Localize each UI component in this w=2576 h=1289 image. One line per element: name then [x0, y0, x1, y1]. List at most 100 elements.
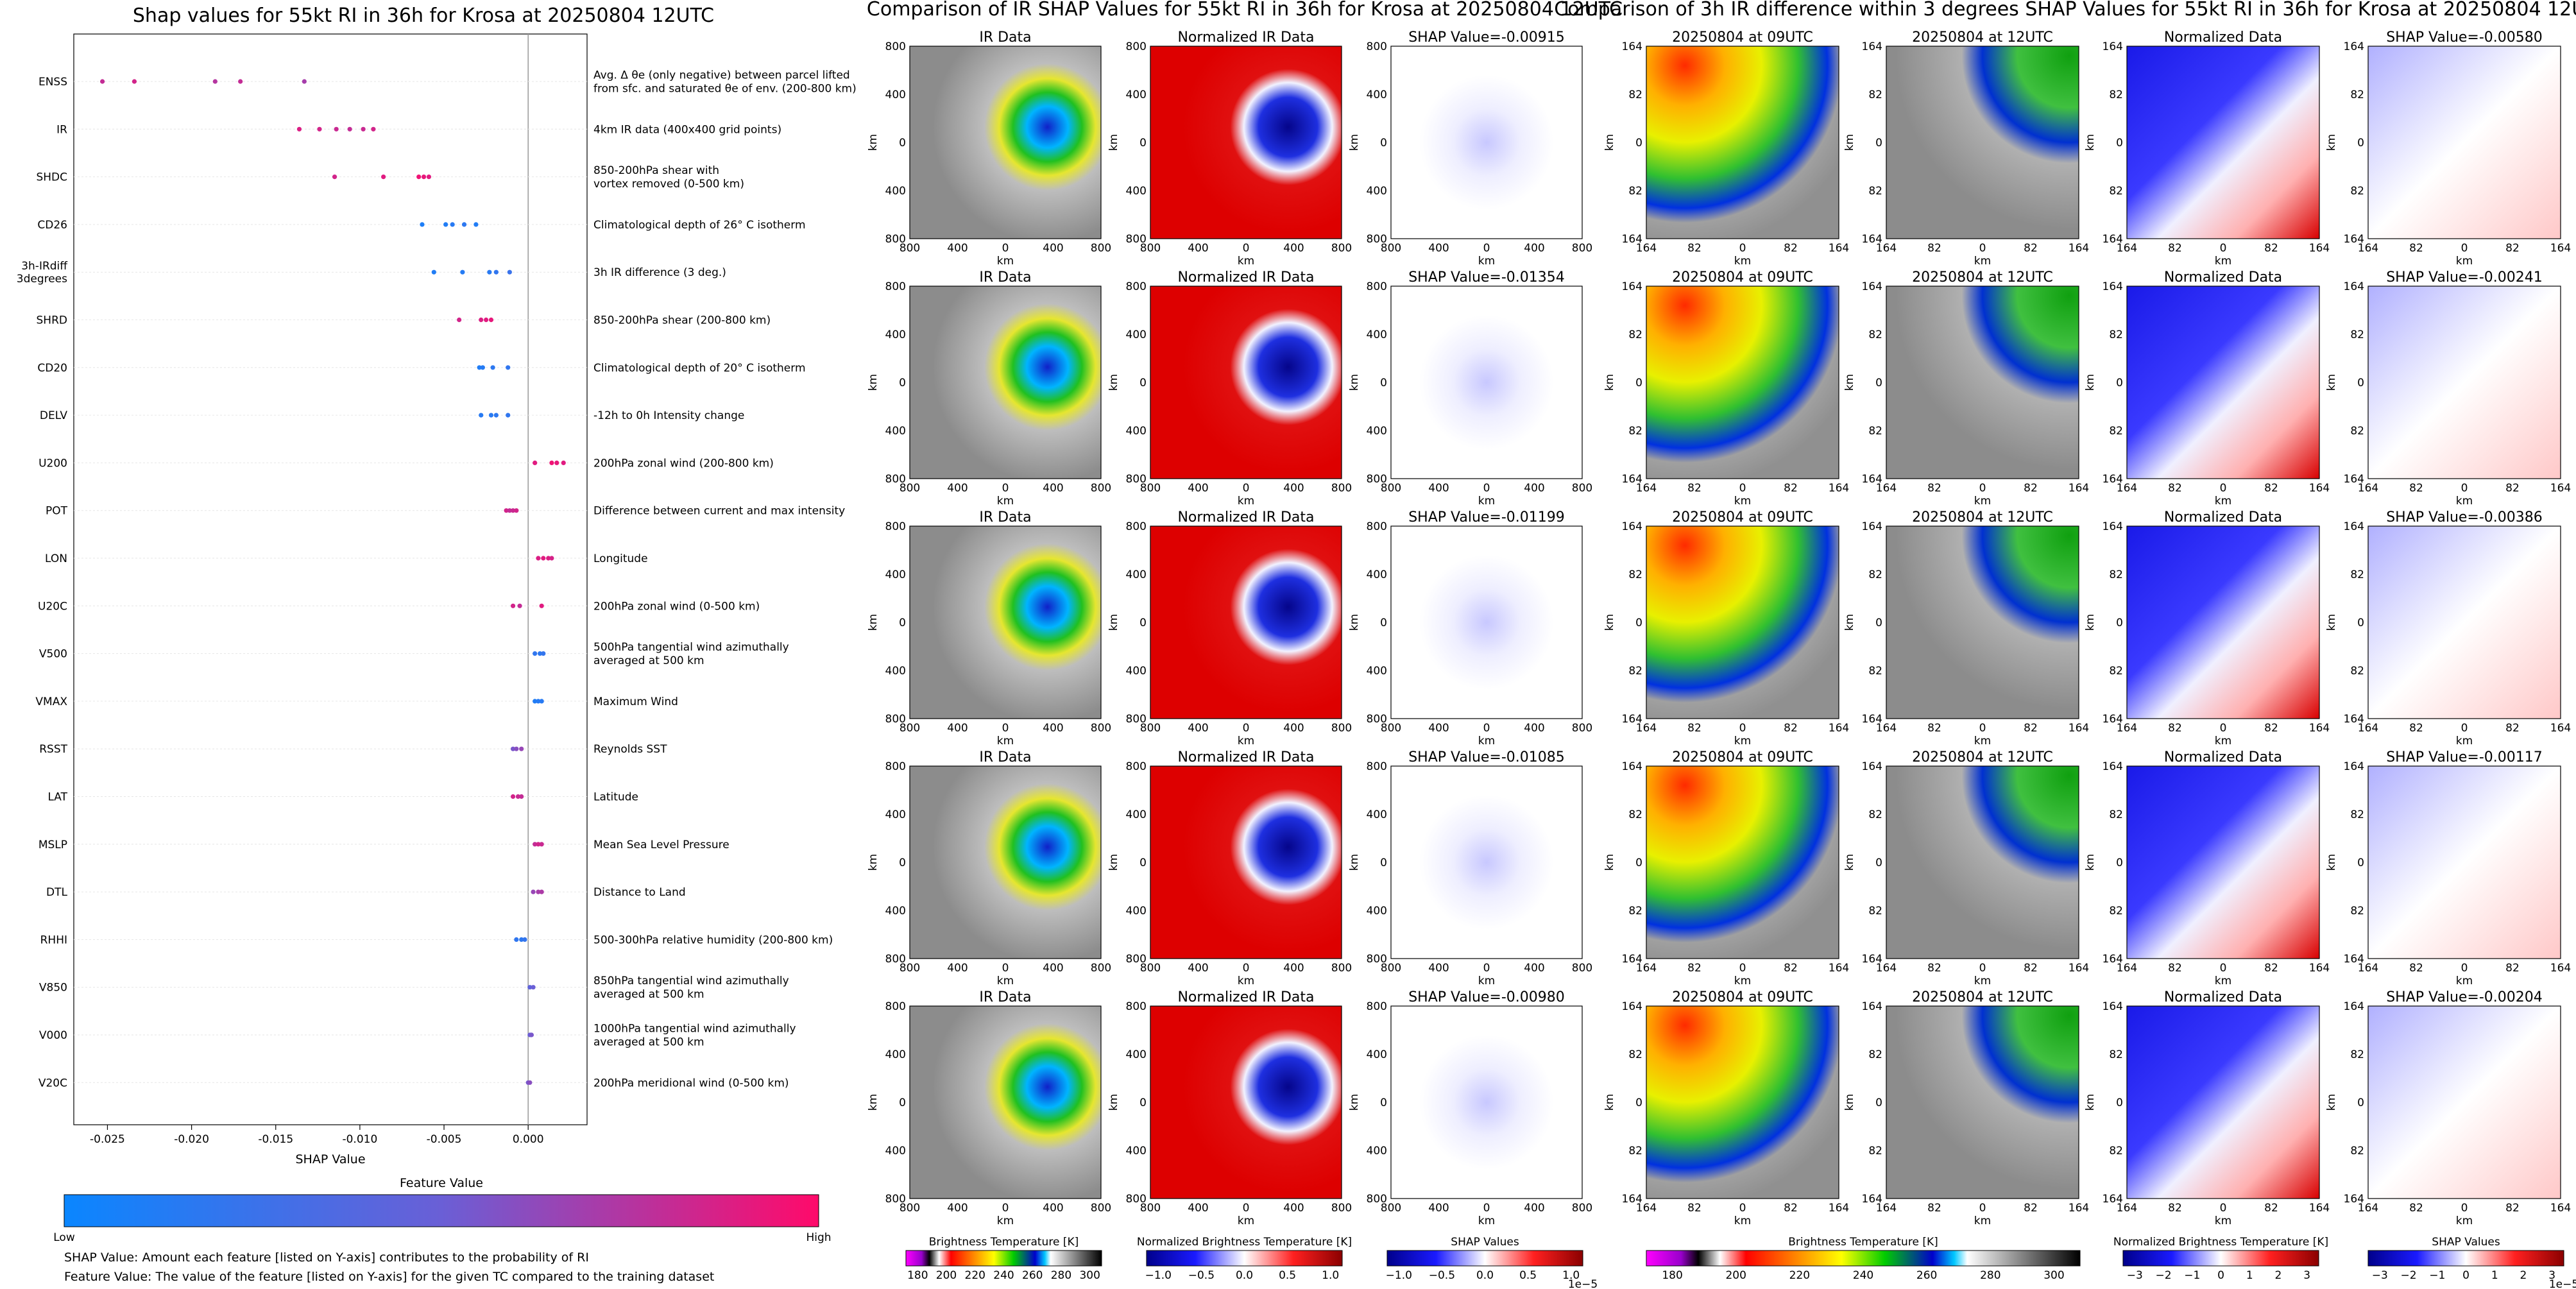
panel-y-tick: 800 [1367, 1000, 1387, 1013]
panel-x-tick: 400 [1283, 722, 1304, 735]
panel-title: 20250804 at 12UTC [1912, 989, 2053, 1005]
panel-image [2368, 766, 2561, 959]
panel-y-tick: 164 [2344, 953, 2364, 966]
panel-x-tick: 164 [2117, 482, 2137, 495]
panel-y-tick: 164 [1622, 713, 1642, 726]
panel-y-tick: 164 [1862, 280, 1882, 293]
colorbar-tick: 3 [2548, 1269, 2555, 1282]
panel-title: 20250804 at 09UTC [1672, 749, 1813, 765]
panel-x-tick: 400 [1428, 242, 1449, 255]
colorbar-high-label: High [806, 1231, 831, 1244]
panel-frame [1886, 46, 2079, 239]
panel-y-tick: 0 [1380, 137, 1387, 149]
panel-y-label: km [2325, 854, 2338, 871]
shap-point [510, 603, 516, 608]
panel-y-label: km [1603, 134, 1616, 151]
panel-x-tick: 164 [1876, 482, 1897, 495]
panel-x-tick: 164 [2117, 242, 2137, 255]
colorbar-tick: −1 [2429, 1269, 2445, 1282]
panel-y-tick: 82 [2350, 808, 2364, 821]
shap-point [507, 508, 512, 513]
panel-x-tick: 800 [1331, 242, 1352, 255]
shap-point [533, 842, 538, 847]
panel-y-tick: 400 [885, 329, 906, 341]
panel-x-tick: 164 [2309, 242, 2330, 255]
panel-x-tick: 164 [1636, 482, 1657, 495]
panel-x-tick: 400 [1283, 242, 1304, 255]
panel-title: SHAP Value=-0.00117 [2386, 749, 2543, 765]
panel-x-tick: 0 [1739, 482, 1746, 495]
panel-title: Normalized IR Data [1177, 989, 1314, 1005]
shap-point [539, 842, 544, 847]
panel-frame [2126, 1005, 2320, 1199]
panel-title: 20250804 at 12UTC [1912, 30, 2053, 46]
panel-x-tick: 800 [1140, 482, 1161, 495]
panel-x-tick: 164 [2358, 962, 2378, 975]
panel-x-label: km [2456, 495, 2473, 508]
panel-y-tick: 800 [1367, 760, 1387, 773]
shap-point [533, 460, 538, 466]
panel-x-tick: 0 [2220, 482, 2227, 495]
shap-point [488, 317, 494, 323]
panel-x-tick: 82 [2409, 962, 2423, 975]
panel-y-tick: 800 [1126, 1000, 1147, 1013]
panel-y-tick: 0 [2357, 1097, 2364, 1109]
panel-x-label: km [1734, 495, 1751, 508]
panel-y-label: km [867, 614, 880, 631]
panel-x-tick: 82 [1687, 1202, 1702, 1215]
panel-x-tick: 82 [1784, 722, 1798, 735]
panel-y-tick: 82 [1628, 1145, 1642, 1157]
panel-title: SHAP Value=-0.00241 [2386, 269, 2543, 286]
shap-point [361, 126, 366, 132]
diff-panel: Normalized Data1641648282008282164164kmk… [2084, 269, 2330, 508]
panel-x-tick: 800 [1572, 242, 1592, 255]
panel-y-tick: 82 [2350, 329, 2364, 341]
panel-x-tick: 0 [2461, 722, 2468, 735]
colorbar-tick: 0.0 [1236, 1269, 1253, 1282]
panel-image [2127, 46, 2319, 239]
panel-x-tick: 82 [2168, 722, 2182, 735]
panel-y-tick: 82 [2350, 905, 2364, 918]
panel-frame [909, 765, 1102, 959]
panel-y-tick: 82 [1628, 329, 1642, 341]
panel-frame [2126, 765, 2320, 959]
x-tick-label: -0.020 [174, 1133, 209, 1146]
colorbar-tick: 200 [936, 1269, 957, 1282]
shap-point [539, 699, 544, 704]
panel-y-tick: 164 [2344, 40, 2364, 53]
panel-y-tick: 0 [2116, 137, 2123, 149]
colorbar-offset: 1e−5 [2549, 1278, 2576, 1289]
shap-point [531, 985, 536, 990]
shap-point [443, 222, 448, 227]
panel-x-label: km [1238, 1215, 1254, 1227]
panel-x-tick: 0 [1979, 482, 1986, 495]
panel-x-tick: 800 [1381, 722, 1401, 735]
panel-frame [2126, 286, 2320, 479]
colorbar-tick: 240 [1853, 1269, 1873, 1282]
panel-y-tick: 800 [1367, 473, 1387, 486]
panel-x-label: km [1974, 975, 1991, 987]
shap-point [527, 1080, 533, 1085]
ir-grid-title: Comparison of IR SHAP Values for 55kt RI… [867, 0, 1623, 21]
panel-x-tick: 0 [1739, 962, 1746, 975]
panel-y-tick: 82 [1868, 568, 1882, 581]
panel-x-tick: 82 [2505, 482, 2520, 495]
panel-x-tick: 164 [1829, 482, 1849, 495]
panel-x-label: km [1974, 735, 1991, 747]
panel-frame [1886, 525, 2079, 719]
panel-frame [909, 46, 1102, 239]
panel-image [910, 1006, 1101, 1199]
panel-y-tick: 82 [1628, 89, 1642, 101]
panel-x-tick: 800 [1091, 482, 1111, 495]
panel-x-label: km [997, 495, 1014, 508]
panel-x-tick: 0 [1002, 722, 1009, 735]
panel-y-tick: 82 [1868, 185, 1882, 198]
panel-x-tick: 0 [1979, 242, 1986, 255]
diff-panel: SHAP Value=-0.00204164164828200828216416… [2325, 989, 2571, 1227]
panel-x-tick: 800 [1381, 962, 1401, 975]
panel-x-label: km [1734, 255, 1751, 268]
panel-x-label: km [1734, 735, 1751, 747]
panel-y-tick: 82 [2350, 568, 2364, 581]
feature-description: 850-200hPa shear (200-800 km) [593, 314, 771, 327]
panel-y-tick: 164 [1622, 473, 1642, 486]
